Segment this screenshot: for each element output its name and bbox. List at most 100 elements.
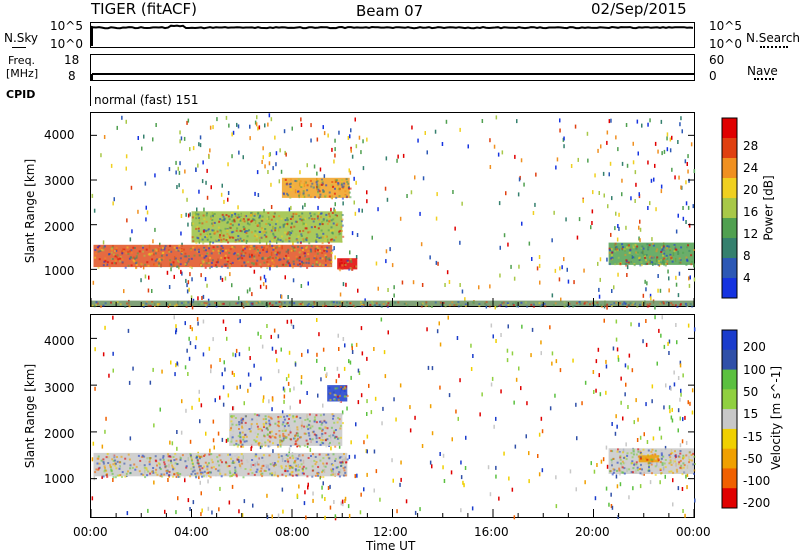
- power-speckle: [327, 133, 329, 138]
- power-speckle: [269, 266, 271, 271]
- velocity-region-texture: [193, 468, 196, 471]
- power-region-texture: [306, 266, 309, 269]
- velocity-speckle: [341, 499, 344, 504]
- velocity-speckle: [180, 430, 183, 435]
- power-region-texture: [614, 242, 617, 245]
- power-speckle: [100, 153, 102, 158]
- velocity-speckle: [665, 383, 667, 388]
- power-region-texture: [689, 303, 692, 306]
- velocity-speckle: [347, 504, 350, 509]
- freq-label: Freq.: [8, 54, 36, 67]
- power-region-texture: [316, 217, 319, 220]
- power-speckle: [345, 282, 347, 287]
- velocity-region-texture: [171, 464, 174, 467]
- velocity-region-texture: [232, 422, 235, 425]
- velocity-speckle: [429, 460, 432, 465]
- power-speckle: [436, 192, 438, 197]
- power-region-texture: [221, 302, 224, 305]
- power-region-texture: [305, 258, 308, 261]
- power-region-texture: [347, 182, 350, 185]
- velocity-region-texture: [322, 462, 325, 465]
- velocity-region-texture: [94, 471, 97, 474]
- xtick-5: 20:00: [575, 525, 610, 539]
- power-speckle: [366, 137, 368, 142]
- velocity-cbar-tick-m15: -15: [743, 430, 763, 444]
- velocity-speckle: [282, 386, 285, 391]
- velocity-region-texture: [171, 466, 174, 469]
- power-region-texture: [345, 305, 348, 308]
- power-speckle: [185, 278, 187, 283]
- velocity-region-texture: [235, 439, 238, 442]
- velocity-region-texture: [102, 458, 105, 461]
- velocity-region-texture: [231, 415, 233, 417]
- power-region-texture: [280, 217, 283, 220]
- velocity-region-texture: [623, 456, 625, 459]
- power-speckle: [91, 193, 94, 198]
- power-region-texture: [98, 258, 101, 261]
- power-speckle: [371, 235, 373, 240]
- velocity-region-texture: [654, 465, 657, 468]
- velocity-region-texture: [257, 442, 260, 445]
- velocity-speckle: [360, 492, 362, 497]
- power-speckle: [203, 207, 205, 212]
- power-region-texture: [298, 303, 301, 306]
- velocity-region-texture: [628, 468, 631, 471]
- velocity-speckle: [227, 393, 230, 398]
- velocity-region-texture: [636, 469, 639, 472]
- velocity-speckle: [384, 374, 387, 379]
- power-speckle: [229, 272, 231, 277]
- velocity-region-texture: [641, 473, 644, 476]
- velocity-speckle: [175, 328, 178, 333]
- velocity-speckle: [506, 348, 509, 353]
- power-region-texture: [163, 246, 166, 249]
- power-region-texture: [288, 240, 291, 243]
- power-region-texture: [305, 247, 308, 250]
- velocity-region-texture: [232, 473, 234, 476]
- power-region-texture: [119, 255, 122, 258]
- power-speckle: [661, 151, 663, 156]
- velocity-region-texture: [313, 416, 316, 419]
- power-region-texture: [199, 215, 202, 217]
- velocity-speckle: [514, 444, 517, 449]
- power-speckle: [489, 138, 491, 143]
- power-region-texture: [225, 263, 228, 266]
- power-region-texture: [652, 242, 654, 245]
- velocity-speckle: [171, 441, 174, 446]
- power-region-texture: [138, 250, 141, 253]
- power-region-texture: [288, 231, 291, 233]
- power-region-texture: [334, 187, 336, 190]
- power-region-texture: [271, 257, 274, 260]
- power-region-texture: [160, 258, 163, 261]
- velocity-region-texture: [109, 462, 112, 465]
- power-region-texture: [324, 194, 327, 197]
- power-region-texture: [243, 230, 246, 233]
- velocity-region-texture: [332, 473, 335, 476]
- velocity-region-texture: [290, 438, 293, 441]
- velocity-region-texture: [328, 393, 330, 396]
- velocity-region-texture: [278, 425, 280, 428]
- power-region-texture: [177, 249, 180, 252]
- velocity-speckle: [592, 370, 595, 374]
- power-region-texture: [204, 249, 207, 252]
- velocity-speckle: [459, 378, 461, 383]
- velocity-region-texture: [233, 473, 236, 476]
- power-region-texture: [213, 221, 216, 224]
- velocity-region-texture: [280, 466, 283, 469]
- velocity-region-texture: [340, 465, 342, 467]
- power-speckle: [129, 237, 132, 242]
- power-speckle: [216, 117, 218, 122]
- power-region-texture: [106, 263, 109, 266]
- velocity-speckle: [366, 434, 369, 439]
- power-speckle: [184, 169, 186, 174]
- power-region-texture: [353, 265, 356, 268]
- power-speckle: [521, 221, 523, 226]
- power-region-texture: [111, 262, 114, 265]
- velocity-region-texture: [336, 466, 339, 469]
- power-region-texture: [340, 259, 343, 261]
- velocity-speckle: [396, 509, 398, 514]
- power-region-texture: [221, 219, 224, 222]
- power-region-texture: [659, 263, 662, 266]
- velocity-region-texture: [651, 460, 654, 463]
- nave-tick-bottom: 0: [709, 69, 717, 83]
- xtick-6: 00:00: [676, 525, 711, 539]
